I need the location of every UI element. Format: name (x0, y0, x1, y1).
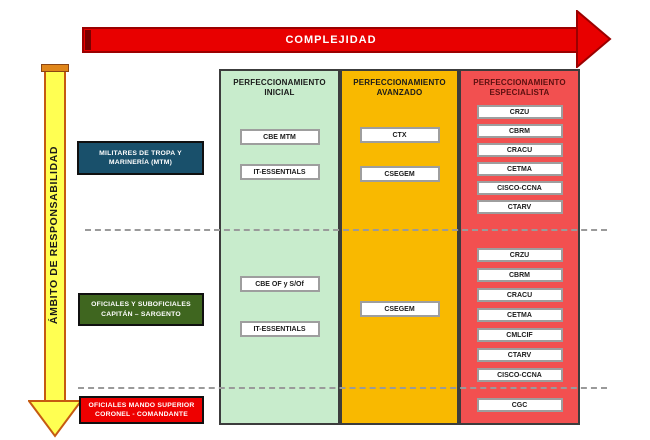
course-box: CRACU (476, 143, 563, 157)
course-box: CBRM (476, 268, 563, 282)
column-header-line1: PERFECCIONAMIENTO (473, 78, 566, 87)
section-oficiales: CSEGEM (342, 301, 457, 317)
column-header-line2: AVANZADO (376, 88, 423, 97)
column-header: PERFECCIONAMIENTO AVANZADO (342, 78, 457, 98)
row-label-line2: CORONEL - COMANDANTE (95, 411, 188, 418)
course-box: CTARV (476, 348, 563, 362)
section-oficiales: CBE OF y S/Of IT-ESSENTIALS (221, 276, 338, 337)
course-box: CRZU (476, 105, 563, 119)
column-header-line1: PERFECCIONAMIENTO (353, 78, 446, 87)
course-box: CMLCIF (476, 328, 563, 342)
row-label-line2: MARINERÍA (MTM) (108, 159, 173, 166)
column-perfeccionamiento-inicial: PERFECCIONAMIENTO INICIAL CBE MTM IT-ESS… (219, 69, 340, 425)
row-label-line2: CAPITÁN – SARGENTO (101, 310, 181, 318)
arrow-right-icon (576, 10, 612, 68)
complexity-arrow-tail-stripe (85, 30, 91, 50)
row-label-line1: OFICIALES Y SUBOFICIALES (91, 301, 191, 308)
column-header-line2: INICIAL (264, 88, 295, 97)
section-mtm: CTX CSEGEM (342, 127, 457, 182)
course-box: IT-ESSENTIALS (239, 321, 320, 337)
course-box: CRZU (476, 248, 563, 262)
column-header-line1: PERFECCIONAMIENTO (233, 78, 326, 87)
row-divider-dashed (85, 229, 607, 231)
row-label-line1: OFICIALES MANDO SUPERIOR (88, 401, 195, 409)
course-box: CISCO-CCNA (476, 181, 563, 195)
row-label-mtm: MILITARES DE TROPA Y MARINERÍA (MTM) (77, 141, 204, 175)
course-box: CBE MTM (239, 129, 320, 145)
responsibility-arrow-cap (41, 64, 69, 72)
responsibility-arrow (44, 71, 66, 402)
course-box: CSEGEM (359, 301, 440, 317)
section-oficiales: CRZU CBRM CRACU CETMA CMLCIF CTARV CISCO… (461, 248, 578, 382)
column-header-line2: ESPECIALISTA (489, 88, 550, 97)
row-label-line1: MILITARES DE TROPA Y (99, 149, 182, 157)
arrow-down-icon (28, 400, 82, 438)
course-box: CETMA (476, 308, 563, 322)
row-divider-dashed (78, 387, 607, 389)
column-perfeccionamiento-especialista: PERFECCIONAMIENTO ESPECIALISTA CRZU CBRM… (459, 69, 580, 425)
course-box: CTX (359, 127, 440, 143)
course-box: CSEGEM (359, 166, 440, 182)
course-box: CETMA (476, 162, 563, 176)
complexity-arrow-label: COMPLEJIDAD (285, 34, 377, 46)
section-mando-superior: CGC (461, 398, 578, 412)
course-box: CBRM (476, 124, 563, 138)
course-box: CGC (476, 398, 563, 412)
course-box: CBE OF y S/Of (239, 276, 320, 292)
responsibility-arrow-label: ÁMBITO DE RESPONSABILIDAD (48, 145, 60, 325)
section-mtm: CRZU CBRM CRACU CETMA CISCO-CCNA CTARV (461, 105, 578, 214)
row-label-oficiales-suboficiales: OFICIALES Y SUBOFICIALES CAPITÁN – SARGE… (78, 293, 204, 326)
column-perfeccionamiento-avanzado: PERFECCIONAMIENTO AVANZADO CTX CSEGEM CS… (340, 69, 459, 425)
course-box: CISCO-CCNA (476, 368, 563, 382)
complexity-arrow: COMPLEJIDAD (82, 27, 578, 53)
row-label-mando-superior: OFICIALES MANDO SUPERIOR CORONEL - COMAN… (79, 396, 204, 424)
course-box: CTARV (476, 200, 563, 214)
course-box: IT-ESSENTIALS (239, 164, 320, 180)
section-mtm: CBE MTM IT-ESSENTIALS (221, 129, 338, 180)
course-box: CRACU (476, 288, 563, 302)
column-header: PERFECCIONAMIENTO INICIAL (221, 78, 338, 98)
column-header: PERFECCIONAMIENTO ESPECIALISTA (461, 78, 578, 98)
